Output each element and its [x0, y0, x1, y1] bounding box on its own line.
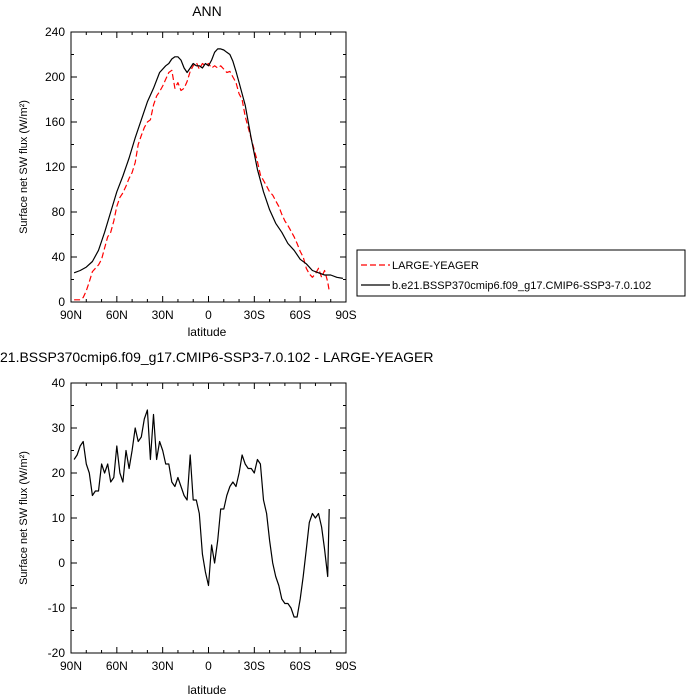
chart-2-x-axis-label: latitude — [188, 683, 227, 697]
chart-2-y-tick-label: 20 — [52, 466, 66, 480]
chart-2-y-tick-label: 0 — [58, 556, 65, 570]
chart-1-y-tick-label: 200 — [45, 70, 65, 84]
chart-2-y-tick-label: -10 — [48, 601, 66, 615]
chart-1-y-tick-label: 0 — [58, 295, 65, 309]
chart-2-y-tick-label: 30 — [52, 421, 66, 435]
chart-1-series-line-1 — [74, 61, 330, 301]
legend-label-bssp370: b.e21.BSSP370cmip6.f09_g17.CMIP6-SSP3-7.… — [392, 280, 651, 292]
chart-2-y-tick-label: 10 — [52, 511, 66, 525]
chart-2-x-tick-label: 60N — [106, 659, 128, 673]
chart-2-series-line-1 — [73, 409, 330, 618]
chart-2-x-tick-label: 30N — [152, 659, 174, 673]
chart-1-title: ANN — [192, 3, 222, 19]
chart-1-x-tick-label: 90S — [335, 308, 356, 322]
chart-1-x-tick-label: 60N — [106, 308, 128, 322]
chart-2-x-tick-label: 0 — [205, 659, 212, 673]
chart-2-y-tick-label: -20 — [48, 646, 66, 660]
chart-1-series-line-2 — [73, 48, 344, 279]
chart-1-y-tick-label: 80 — [52, 205, 66, 219]
legend-label-large-yeager: LARGE-YEAGER — [392, 260, 479, 272]
chart-1-y-tick-label: 240 — [45, 25, 65, 39]
chart-1-x-tick-label: 30N — [152, 308, 174, 322]
chart-2-y-tick-label: 40 — [52, 376, 66, 390]
chart-1-x-tick-label: 60S — [289, 308, 310, 322]
chart-1-x-tick-label: 90N — [60, 308, 82, 322]
chart-1-y-tick-label: 160 — [45, 115, 65, 129]
chart-2-x-tick-label: 90S — [335, 659, 356, 673]
chart-2-title: b.e21.BSSP370cmip6.f09_g17.CMIP6-SSP3-7.… — [0, 349, 433, 365]
chart-2: b.e21.BSSP370cmip6.f09_g17.CMIP6-SSP3-7.… — [0, 349, 433, 697]
chart-1-x-axis-label: latitude — [188, 325, 227, 339]
chart-2-x-tick-label: 90N — [60, 659, 82, 673]
chart-2-y-axis-label: Surface net SW flux (W/m²) — [18, 451, 30, 585]
chart-1-x-tick-label: 30S — [244, 308, 265, 322]
chart-2-x-tick-label: 60S — [289, 659, 310, 673]
legend: LARGE-YEAGER b.e21.BSSP370cmip6.f09_g17.… — [356, 249, 686, 297]
chart-1-y-axis-label: Surface net SW flux (W/m²) — [18, 100, 30, 234]
chart-1-y-tick-label: 120 — [45, 160, 65, 174]
chart-2-frame — [70, 382, 347, 654]
chart-1-x-tick-label: 0 — [205, 308, 212, 322]
chart-1: ANN 0 40 80 120 160 200 240 90N 60N 30N 0 30S 60S 90… — [18, 3, 357, 339]
chart-2-x-tick-label: 30S — [244, 659, 265, 673]
chart-1-y-tick-label: 40 — [52, 250, 66, 264]
legend-box — [356, 249, 686, 297]
